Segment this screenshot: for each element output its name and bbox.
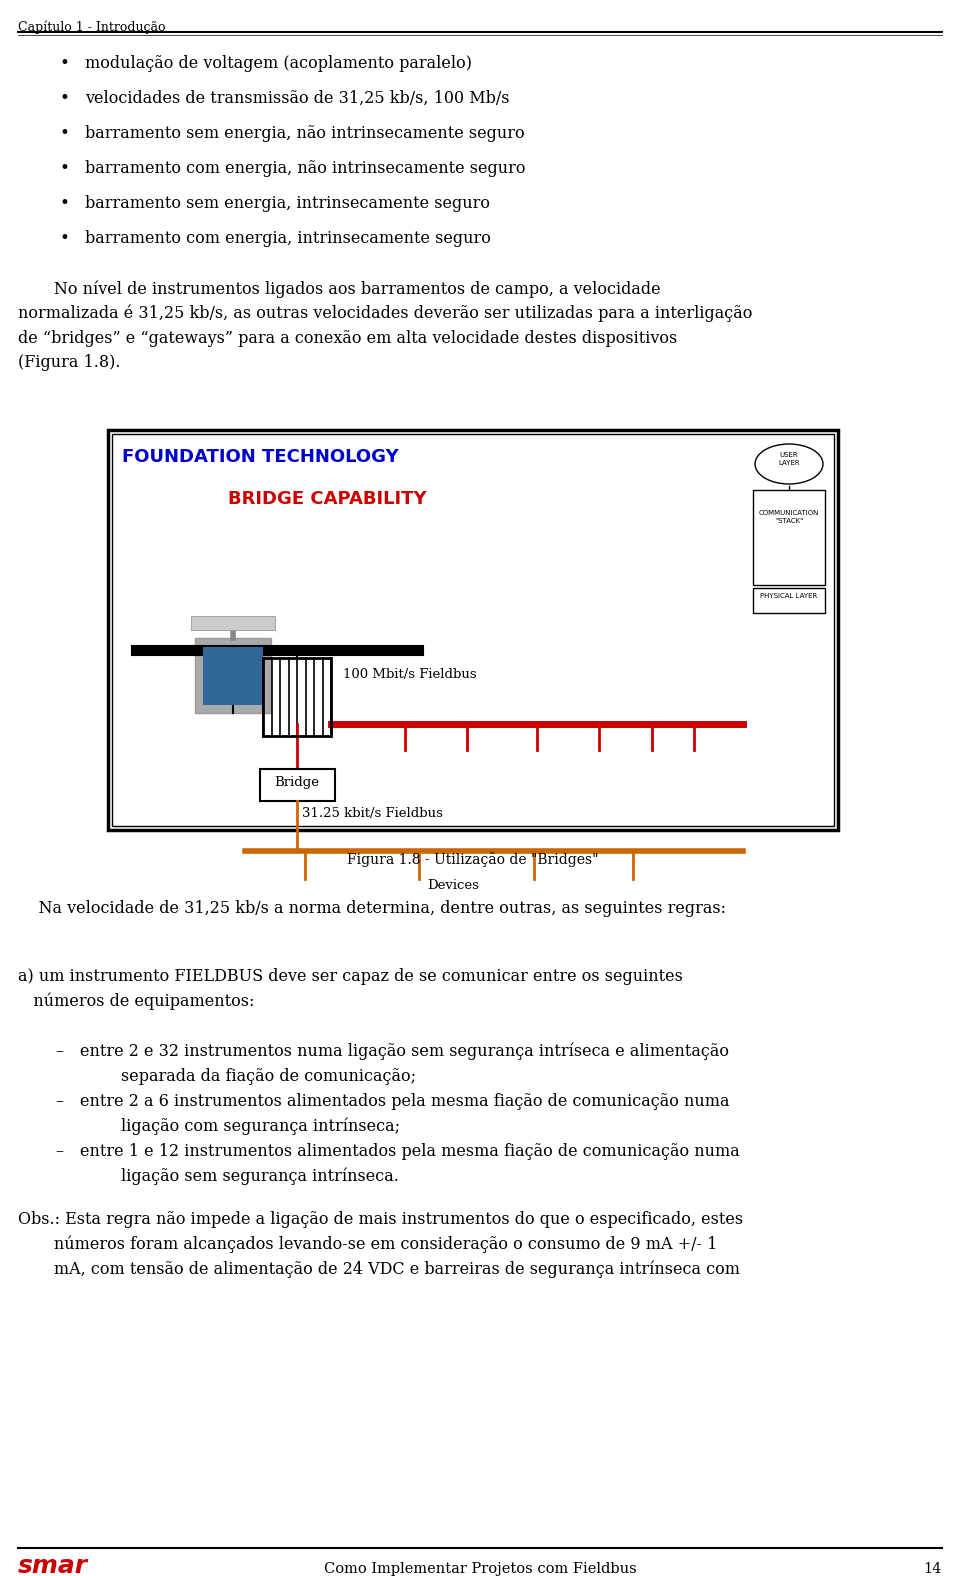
Text: FOUNDATION TECHNOLOGY: FOUNDATION TECHNOLOGY	[122, 448, 398, 466]
Text: a) um instrumento FIELDBUS deve ser capaz de se comunicar entre os seguintes
   : a) um instrumento FIELDBUS deve ser capa…	[18, 968, 683, 1010]
Text: Obs.: Esta regra não impede a ligação de mais instrumentos do que o especificado: Obs.: Esta regra não impede a ligação de…	[18, 1210, 743, 1278]
Bar	[753, 490, 825, 585]
Bar	[263, 659, 331, 736]
Text: •: •	[60, 90, 70, 107]
Text: Na velocidade de 31,25 kb/s a norma determina, dentre outras, as seguintes regra: Na velocidade de 31,25 kb/s a norma dete…	[18, 900, 726, 917]
Text: •: •	[60, 195, 70, 213]
Text: •: •	[60, 125, 70, 142]
Text: •: •	[60, 230, 70, 247]
Text: Bridge: Bridge	[275, 775, 320, 790]
Text: barramento sem energia, não intrinsecamente seguro: barramento sem energia, não intrinsecame…	[85, 125, 524, 142]
Text: entre 1 e 12 instrumentos alimentados pela mesma fiação de comunicação numa
    : entre 1 e 12 instrumentos alimentados pe…	[80, 1143, 740, 1185]
Text: Devices: Devices	[427, 879, 479, 892]
Text: BRIDGE CAPABILITY: BRIDGE CAPABILITY	[228, 490, 426, 507]
Ellipse shape	[755, 444, 823, 484]
Text: •: •	[60, 55, 70, 72]
Text: barramento com energia, intrinsecamente seguro: barramento com energia, intrinsecamente …	[85, 230, 491, 247]
Bar	[260, 769, 335, 801]
Text: –: –	[55, 1094, 63, 1110]
Text: 100 Mbit/s Fieldbus: 100 Mbit/s Fieldbus	[343, 668, 476, 681]
Text: 31.25 kbit/s Fieldbus: 31.25 kbit/s Fieldbus	[302, 807, 443, 820]
Text: entre 2 e 32 instrumentos numa ligação sem segurança intríseca e alimentação
   : entre 2 e 32 instrumentos numa ligação s…	[80, 1043, 729, 1084]
Text: entre 2 a 6 instrumentos alimentados pela mesma fiação de comunicação numa
     : entre 2 a 6 instrumentos alimentados pel…	[80, 1094, 730, 1135]
Text: COMMUNICATION
"STACK": COMMUNICATION "STACK"	[758, 511, 819, 523]
Bar	[203, 648, 263, 704]
Text: smar: smar	[18, 1554, 88, 1576]
Text: No nível de instrumentos ligados aos barramentos de campo, a velocidade
normaliz: No nível de instrumentos ligados aos bar…	[18, 281, 753, 370]
Text: Figura 1.8 - Utilização de "Bridges": Figura 1.8 - Utilização de "Bridges"	[348, 853, 599, 867]
Bar	[112, 433, 834, 826]
Text: PHYSICAL LAYER: PHYSICAL LAYER	[760, 593, 818, 599]
Text: –: –	[55, 1043, 63, 1061]
Text: barramento sem energia, intrinsecamente seguro: barramento sem energia, intrinsecamente …	[85, 195, 490, 213]
Bar	[108, 430, 838, 831]
Bar	[753, 588, 825, 613]
Text: USER
LAYER: USER LAYER	[779, 452, 800, 465]
Text: velocidades de transmissão de 31,25 kb/s, 100 Mb/s: velocidades de transmissão de 31,25 kb/s…	[85, 90, 510, 107]
Bar	[191, 616, 275, 630]
Bar	[195, 638, 271, 712]
Text: –: –	[55, 1143, 63, 1160]
Text: •: •	[60, 161, 70, 177]
Text: modulação de voltagem (acoplamento paralelo): modulação de voltagem (acoplamento paral…	[85, 55, 472, 72]
Text: Como Implementar Projetos com Fieldbus: Como Implementar Projetos com Fieldbus	[324, 1562, 636, 1576]
Text: Capítulo 1 - Introdução: Capítulo 1 - Introdução	[18, 20, 165, 33]
Text: barramento com energia, não intrinsecamente seguro: barramento com energia, não intrinsecame…	[85, 161, 525, 177]
Text: 14: 14	[924, 1562, 942, 1576]
